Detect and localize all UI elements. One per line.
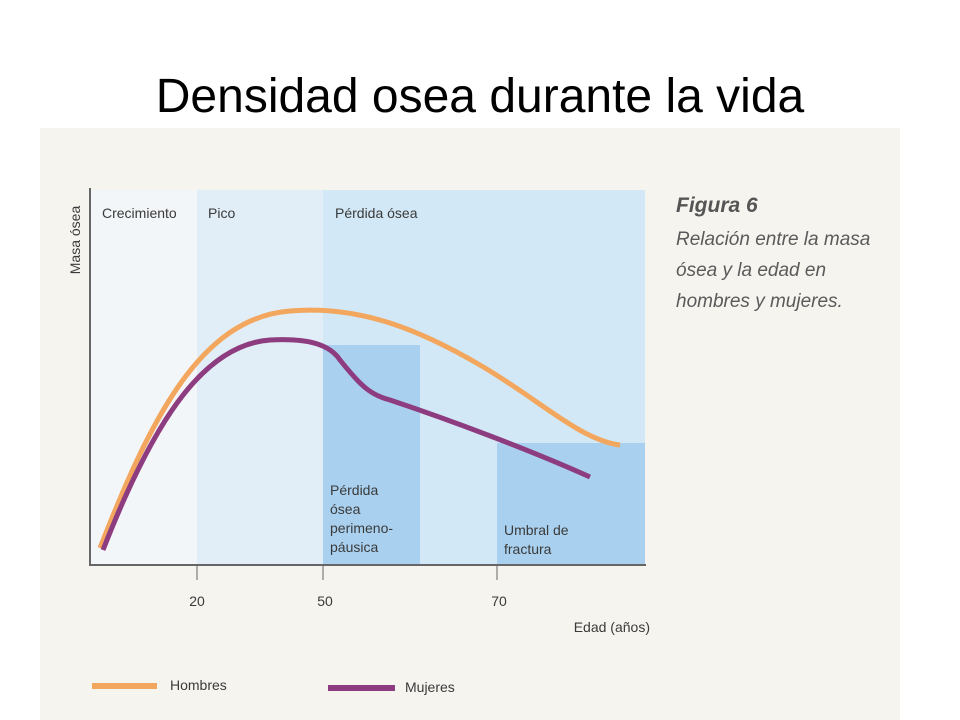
x-tick-label: 50 [317,593,333,609]
zone-label: Pico [208,205,235,221]
x-label: Edad (años) [574,619,650,635]
legend-label: Mujeres [405,679,455,695]
figure-label: Figura 6 [676,194,758,217]
box-label: fractura [504,541,552,557]
figure-caption: Relación entre la masa [676,229,870,250]
legend-label: Hombres [170,677,227,693]
zone-label: Crecimiento [102,205,177,221]
box-label: páusica [330,539,378,555]
box-label: Umbral de [504,522,569,538]
box-bg [323,345,420,565]
slide-title: Densidad osea durante la vida [156,70,805,123]
box-label: ósea [330,501,361,517]
x-tick-label: 20 [189,593,205,609]
box-bg [497,443,645,565]
men-curve [97,307,621,549]
zone-label: Pérdida ósea [335,205,418,221]
y-label: Masa ósea [67,206,83,275]
box-label: perimeno- [330,520,393,536]
box-label: Pérdida [330,482,378,498]
zone-bg [197,190,323,565]
x-tick-label: 70 [491,593,507,609]
figure-caption: hombres y mujeres. [676,291,843,312]
women-curve [100,337,592,551]
figure-caption: ósea y la edad en [676,260,826,281]
zone-bg [90,190,197,565]
